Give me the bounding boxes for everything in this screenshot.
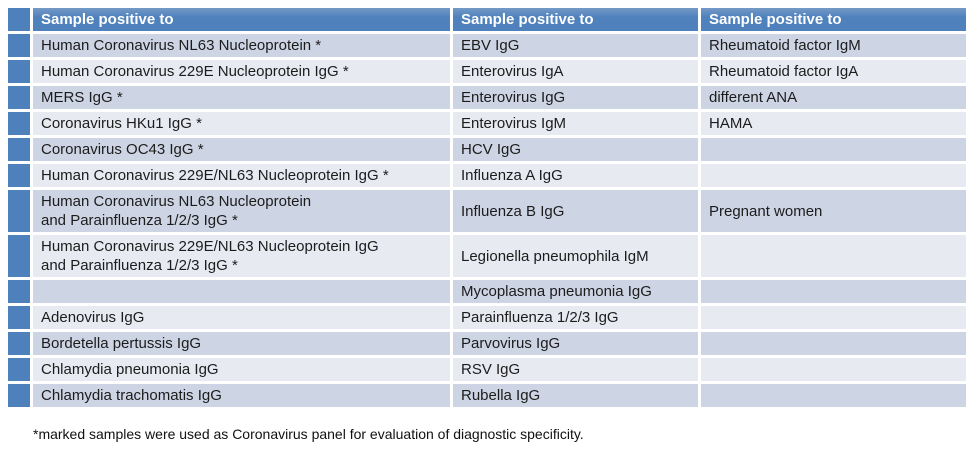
sample-cell-col2: EBV IgG <box>453 34 698 57</box>
row-marker-square <box>8 86 30 109</box>
table-row: Chlamydia trachomatis IgG Rubella IgG <box>8 384 966 407</box>
sample-cell-col1 <box>33 280 450 303</box>
table-body: Human Coronavirus NL63 Nucleoprotein * E… <box>8 34 966 407</box>
table-row: Human Coronavirus 229E/NL63 Nucleoprotei… <box>8 164 966 187</box>
sample-cell-col1: Chlamydia trachomatis IgG <box>33 384 450 407</box>
sample-cell-col3: Rheumatoid factor IgM <box>701 34 966 57</box>
sample-cell-col1: Coronavirus HKu1 IgG * <box>33 112 450 135</box>
table-row: Coronavirus OC43 IgG * HCV IgG <box>8 138 966 161</box>
table-row: Human Coronavirus 229E/NL63 Nucleoprotei… <box>8 235 966 277</box>
sample-cell-col1: Human Coronavirus 229E/NL63 Nucleoprotei… <box>33 235 450 277</box>
sample-cell-col2: Parvovirus IgG <box>453 332 698 355</box>
sample-cell-col1: Human Coronavirus NL63 Nucleoprotein and… <box>33 190 450 232</box>
row-marker-square <box>8 235 30 277</box>
table-header: Sample positive to Sample positive to Sa… <box>8 8 966 31</box>
sample-cell-col3 <box>701 384 966 407</box>
sample-cell-col3: different ANA <box>701 86 966 109</box>
row-marker-square <box>8 332 30 355</box>
sample-cell-col3: Rheumatoid factor IgA <box>701 60 966 83</box>
table-row: Human Coronavirus NL63 Nucleoprotein and… <box>8 190 966 232</box>
sample-cell-col2: Influenza B IgG <box>453 190 698 232</box>
sample-cell-col3 <box>701 332 966 355</box>
column-header-2: Sample positive to <box>453 8 698 31</box>
sample-cell-col3 <box>701 358 966 381</box>
table-row: Human Coronavirus 229E Nucleoprotein IgG… <box>8 60 966 83</box>
row-marker-square <box>8 358 30 381</box>
sample-cell-col1: Human Coronavirus 229E Nucleoprotein IgG… <box>33 60 450 83</box>
table-row: Adenovirus IgG Parainfluenza 1/2/3 IgG <box>8 306 966 329</box>
sample-cell-col1: Human Coronavirus 229E/NL63 Nucleoprotei… <box>33 164 450 187</box>
sample-cell-col3 <box>701 280 966 303</box>
sample-cell-col3: Pregnant women <box>701 190 966 232</box>
row-marker-square <box>8 190 30 232</box>
sample-cell-col1: Coronavirus OC43 IgG * <box>33 138 450 161</box>
footnote: *marked samples were used as Coronavirus… <box>33 426 584 442</box>
sample-cell-col1: Chlamydia pneumonia IgG <box>33 358 450 381</box>
sample-cell-col2: Enterovirus IgA <box>453 60 698 83</box>
table-row: Bordetella pertussis IgG Parvovirus IgG <box>8 332 966 355</box>
sample-cell-col1: Adenovirus IgG <box>33 306 450 329</box>
sample-cell-col2: RSV IgG <box>453 358 698 381</box>
sample-cell-col1: Human Coronavirus NL63 Nucleoprotein * <box>33 34 450 57</box>
sample-cell-col2: Parainfluenza 1/2/3 IgG <box>453 306 698 329</box>
table-row: Mycoplasma pneumonia IgG <box>8 280 966 303</box>
sample-cell-col2: HCV IgG <box>453 138 698 161</box>
sample-cell-col3 <box>701 164 966 187</box>
sample-cell-col2: Enterovirus IgM <box>453 112 698 135</box>
sample-cell-col1: MERS IgG * <box>33 86 450 109</box>
sample-cell-col2: Mycoplasma pneumonia IgG <box>453 280 698 303</box>
sample-cell-col3: HAMA <box>701 112 966 135</box>
sample-cell-col3 <box>701 306 966 329</box>
table-row: Coronavirus HKu1 IgG * Enterovirus IgM H… <box>8 112 966 135</box>
row-marker-square <box>8 384 30 407</box>
sample-cell-col3 <box>701 235 966 277</box>
row-marker-square <box>8 280 30 303</box>
sample-cell-col2: Rubella IgG <box>453 384 698 407</box>
row-marker-square <box>8 112 30 135</box>
table-row: Human Coronavirus NL63 Nucleoprotein * E… <box>8 34 966 57</box>
header-row-marker <box>8 8 30 31</box>
row-marker-square <box>8 164 30 187</box>
table-row: Chlamydia pneumonia IgG RSV IgG <box>8 358 966 381</box>
sample-cell-col2: Enterovirus IgG <box>453 86 698 109</box>
sample-cell-col3 <box>701 138 966 161</box>
sample-cell-col2: Legionella pneumophila IgM <box>453 235 698 277</box>
row-marker-square <box>8 306 30 329</box>
row-marker-square <box>8 138 30 161</box>
row-marker-square <box>8 34 30 57</box>
samples-table: Sample positive to Sample positive to Sa… <box>5 5 969 410</box>
sample-cell-col1: Bordetella pertussis IgG <box>33 332 450 355</box>
column-header-1: Sample positive to <box>33 8 450 31</box>
row-marker-square <box>8 60 30 83</box>
sample-cell-col2: Influenza A IgG <box>453 164 698 187</box>
header-row: Sample positive to Sample positive to Sa… <box>8 8 966 31</box>
table-row: MERS IgG * Enterovirus IgG different ANA <box>8 86 966 109</box>
column-header-3: Sample positive to <box>701 8 966 31</box>
